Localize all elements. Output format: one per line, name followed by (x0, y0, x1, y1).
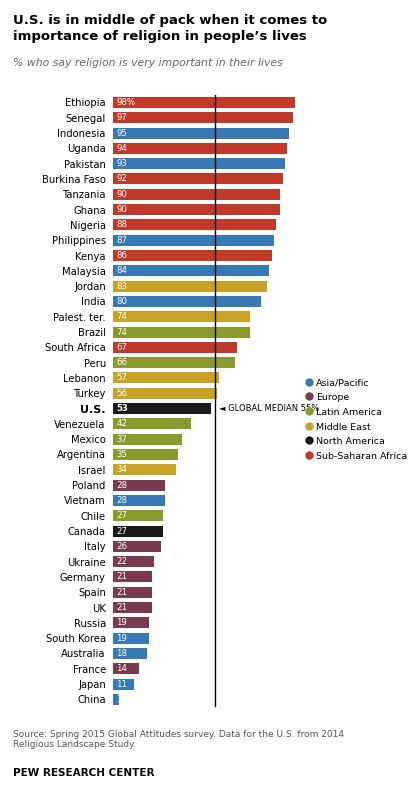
Text: 74: 74 (116, 312, 127, 322)
Bar (113, 510, 163, 521)
Bar (113, 679, 134, 690)
Bar (113, 326, 250, 337)
Text: 83: 83 (116, 281, 127, 291)
Text: 28: 28 (116, 496, 127, 505)
Text: 22: 22 (116, 557, 127, 566)
Bar (113, 342, 237, 353)
Bar (113, 648, 147, 659)
Text: 21: 21 (116, 588, 127, 596)
Text: 35: 35 (116, 450, 127, 459)
Text: 88: 88 (116, 220, 127, 229)
Text: 14: 14 (116, 664, 127, 673)
Bar (113, 694, 119, 705)
Text: 28: 28 (116, 480, 127, 490)
Text: 66: 66 (116, 358, 127, 367)
Bar (113, 158, 285, 169)
Bar (113, 204, 280, 215)
Text: 21: 21 (116, 603, 127, 612)
Text: 21: 21 (116, 573, 127, 581)
Bar (113, 357, 235, 368)
Text: 42: 42 (116, 419, 127, 428)
Text: PEW RESEARCH CENTER: PEW RESEARCH CENTER (13, 768, 154, 778)
Text: 57: 57 (116, 374, 127, 382)
Bar (113, 97, 294, 108)
Bar (113, 495, 165, 506)
Bar (113, 664, 139, 675)
Bar (113, 480, 165, 491)
Bar (113, 388, 217, 399)
Bar (113, 633, 149, 644)
Bar (113, 541, 161, 552)
Bar (113, 280, 267, 292)
Text: 84: 84 (116, 266, 127, 276)
Text: 94: 94 (116, 144, 127, 153)
Bar (113, 174, 284, 185)
Bar (113, 265, 269, 276)
Text: U.S. is in middle of pack when it comes to
importance of religion in people’s li: U.S. is in middle of pack when it comes … (13, 14, 327, 43)
Text: 97: 97 (116, 113, 127, 122)
Bar (113, 250, 272, 261)
Text: 27: 27 (116, 526, 127, 536)
Bar (113, 112, 293, 123)
Text: 80: 80 (116, 297, 127, 306)
Text: 95: 95 (116, 129, 127, 137)
Bar (113, 434, 182, 445)
Bar (113, 189, 280, 200)
Text: 19: 19 (116, 619, 127, 627)
Text: 90: 90 (116, 205, 127, 214)
Bar (113, 419, 191, 430)
Bar (113, 311, 250, 322)
Text: 19: 19 (116, 634, 127, 643)
Bar (113, 220, 276, 231)
Bar (113, 525, 163, 536)
Text: ◄ GLOBAL MEDIAN 55%: ◄ GLOBAL MEDIAN 55% (219, 404, 319, 413)
Text: 67: 67 (116, 343, 127, 352)
Bar (113, 296, 261, 307)
Text: 90: 90 (116, 190, 127, 199)
Text: 93: 93 (116, 159, 127, 168)
Text: 56: 56 (116, 389, 127, 398)
Bar (113, 127, 289, 138)
Text: 34: 34 (116, 465, 127, 474)
Bar (113, 602, 152, 613)
Text: 98%: 98% (116, 98, 135, 107)
Text: 74: 74 (116, 328, 127, 337)
Bar (113, 235, 274, 246)
Bar (113, 403, 211, 414)
Text: 18: 18 (116, 649, 127, 658)
Text: 92: 92 (116, 175, 127, 183)
Text: 87: 87 (116, 235, 127, 245)
Text: Source: Spring 2015 Global Attitudes survey. Data for the U.S. from 2014
Religio: Source: Spring 2015 Global Attitudes sur… (13, 730, 344, 750)
Bar (113, 617, 149, 628)
Text: % who say religion is very important in their lives: % who say religion is very important in … (13, 58, 282, 69)
Bar (113, 372, 219, 383)
Text: 27: 27 (116, 511, 127, 521)
Text: 37: 37 (116, 435, 127, 444)
Text: 53: 53 (116, 404, 128, 413)
Bar (113, 587, 152, 598)
Bar (113, 465, 176, 476)
Text: 26: 26 (116, 542, 127, 551)
Text: 11: 11 (116, 679, 127, 689)
Bar (113, 571, 152, 582)
Bar (113, 449, 178, 460)
Text: 3: 3 (116, 695, 122, 704)
Text: 86: 86 (116, 251, 127, 260)
Legend: Asia/Pacific, Europe, Latin America, Middle East, North America, Sub-Saharan Afr: Asia/Pacific, Europe, Latin America, Mid… (307, 378, 407, 461)
Bar (113, 143, 287, 154)
Bar (113, 556, 154, 567)
